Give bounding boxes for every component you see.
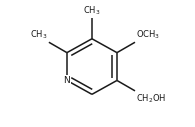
Text: CH$_3$: CH$_3$ bbox=[30, 28, 48, 41]
Text: CH$_3$: CH$_3$ bbox=[83, 4, 101, 17]
Text: OCH$_3$: OCH$_3$ bbox=[136, 28, 160, 41]
Text: CH$_2$OH: CH$_2$OH bbox=[136, 92, 167, 105]
Text: N: N bbox=[64, 76, 70, 85]
